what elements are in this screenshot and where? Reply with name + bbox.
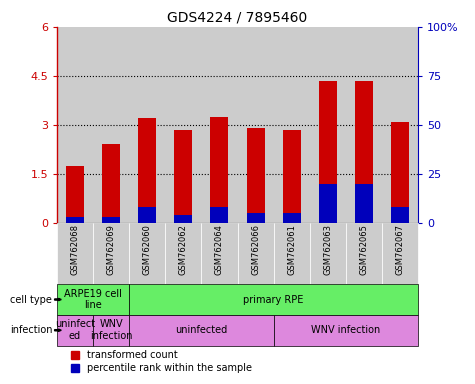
Text: uninfect
ed: uninfect ed xyxy=(55,319,95,341)
Bar xyxy=(66,217,84,223)
Bar xyxy=(355,184,373,223)
Bar xyxy=(274,223,310,284)
Bar xyxy=(165,223,201,284)
Bar xyxy=(129,284,418,315)
Bar xyxy=(346,27,382,223)
Text: GSM762066: GSM762066 xyxy=(251,224,260,275)
Text: GSM762060: GSM762060 xyxy=(143,224,152,275)
Text: GSM762068: GSM762068 xyxy=(71,224,79,275)
Bar xyxy=(102,217,120,223)
Text: WNV infection: WNV infection xyxy=(311,325,380,335)
Bar xyxy=(66,166,84,223)
Text: GSM762062: GSM762062 xyxy=(179,224,188,275)
Bar xyxy=(238,27,274,223)
Bar xyxy=(57,315,93,346)
Bar xyxy=(138,207,156,223)
Title: GDS4224 / 7895460: GDS4224 / 7895460 xyxy=(167,10,308,24)
Text: uninfected: uninfected xyxy=(175,325,228,335)
Bar xyxy=(210,207,228,223)
Bar xyxy=(174,130,192,223)
Bar xyxy=(274,27,310,223)
Bar xyxy=(391,121,409,223)
Text: GSM762069: GSM762069 xyxy=(107,224,115,275)
Bar xyxy=(201,223,238,284)
Text: GSM762064: GSM762064 xyxy=(215,224,224,275)
Text: GSM762061: GSM762061 xyxy=(287,224,296,275)
Bar xyxy=(310,27,346,223)
Bar xyxy=(274,315,418,346)
Bar xyxy=(238,223,274,284)
Bar xyxy=(129,27,165,223)
Bar xyxy=(165,27,201,223)
Text: GSM762063: GSM762063 xyxy=(323,224,332,275)
Text: GSM762067: GSM762067 xyxy=(396,224,404,275)
Bar xyxy=(201,27,238,223)
Bar xyxy=(93,223,129,284)
Bar xyxy=(102,144,120,223)
Bar xyxy=(346,223,382,284)
Text: ARPE19 cell
line: ARPE19 cell line xyxy=(64,289,122,310)
Bar xyxy=(247,128,265,223)
Bar xyxy=(57,223,93,284)
Text: WNV
infection: WNV infection xyxy=(90,319,133,341)
Bar xyxy=(382,27,418,223)
Text: cell type: cell type xyxy=(10,295,52,305)
Text: GSM762065: GSM762065 xyxy=(360,224,368,275)
Bar xyxy=(57,284,129,315)
Bar xyxy=(391,207,409,223)
Text: primary RPE: primary RPE xyxy=(243,295,304,305)
Bar xyxy=(310,223,346,284)
Bar xyxy=(93,315,129,346)
Text: infection: infection xyxy=(10,325,52,335)
Bar xyxy=(210,117,228,223)
Bar xyxy=(129,315,274,346)
Bar xyxy=(138,118,156,223)
Bar xyxy=(247,213,265,223)
Bar xyxy=(57,27,93,223)
Bar xyxy=(283,213,301,223)
Bar xyxy=(174,215,192,223)
Bar xyxy=(319,184,337,223)
Bar xyxy=(93,27,129,223)
Bar xyxy=(129,223,165,284)
Legend: transformed count, percentile rank within the sample: transformed count, percentile rank withi… xyxy=(71,351,252,373)
Bar xyxy=(355,81,373,223)
Bar xyxy=(319,81,337,223)
Bar xyxy=(283,130,301,223)
Bar xyxy=(382,223,418,284)
